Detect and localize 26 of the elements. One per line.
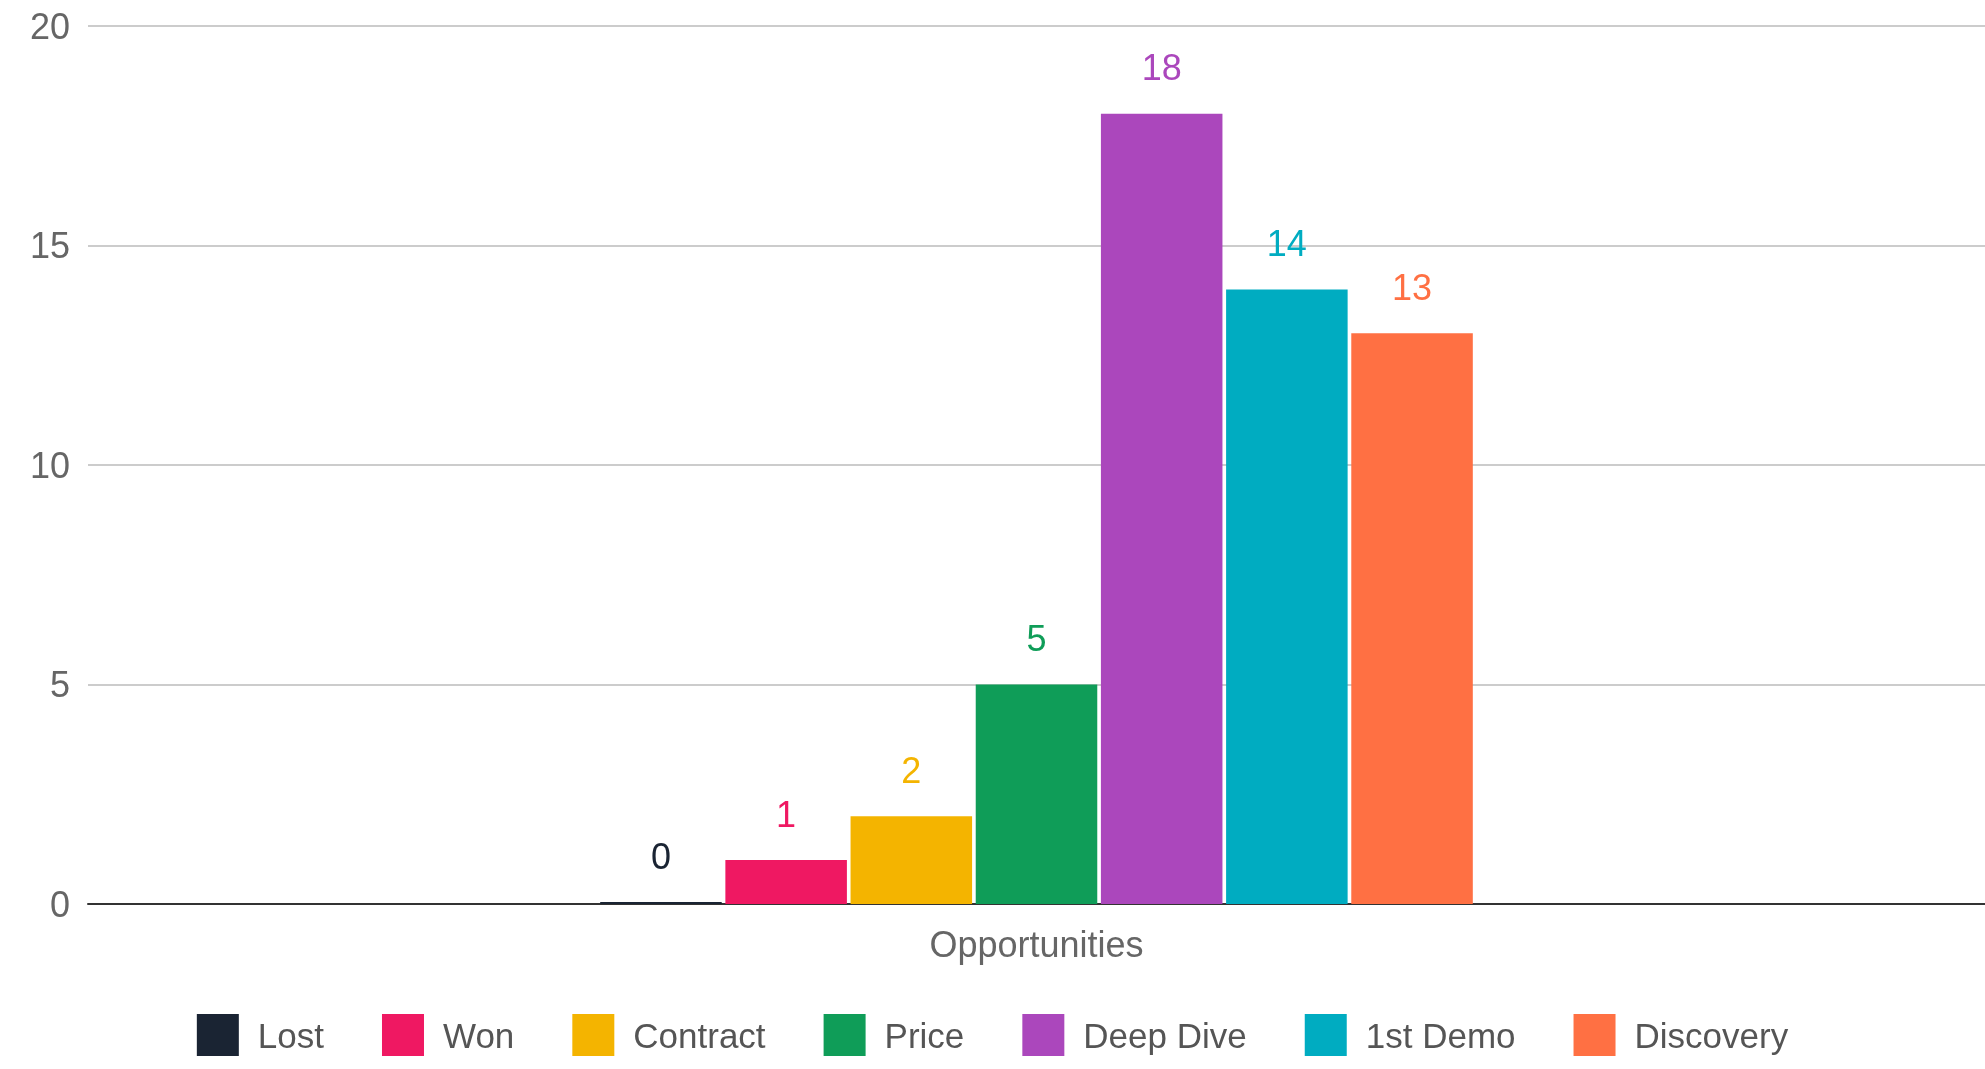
data-label: 1 bbox=[776, 793, 797, 835]
legend-label: 1st Demo bbox=[1365, 1015, 1516, 1055]
legend-label: Won bbox=[442, 1015, 515, 1055]
bar bbox=[725, 860, 847, 904]
legend-label: Lost bbox=[257, 1015, 325, 1055]
bar bbox=[1100, 113, 1223, 904]
data-label: 13 bbox=[1392, 266, 1433, 308]
y-tick-label: 0 bbox=[49, 883, 70, 925]
x-tick-label: Opportunities bbox=[929, 923, 1144, 965]
legend-label: Contract bbox=[633, 1015, 766, 1055]
legend-label: Deep Dive bbox=[1083, 1015, 1247, 1055]
data-label: 14 bbox=[1266, 222, 1307, 264]
y-tick-label: 5 bbox=[49, 664, 70, 705]
data-label: 5 bbox=[1026, 618, 1047, 659]
y-tick-label: 10 bbox=[29, 444, 70, 486]
y-tick-label: 15 bbox=[29, 225, 70, 266]
legend-label: Discovery bbox=[1634, 1015, 1789, 1055]
bar bbox=[850, 816, 973, 904]
bar bbox=[1226, 289, 1348, 904]
y-tick-label: 20 bbox=[29, 5, 70, 47]
bar bbox=[975, 684, 1098, 904]
data-label: 18 bbox=[1141, 47, 1182, 89]
bar bbox=[1351, 333, 1473, 904]
data-label: 2 bbox=[901, 749, 922, 791]
data-label: 0 bbox=[650, 835, 671, 877]
legend-label: Price bbox=[884, 1015, 965, 1055]
